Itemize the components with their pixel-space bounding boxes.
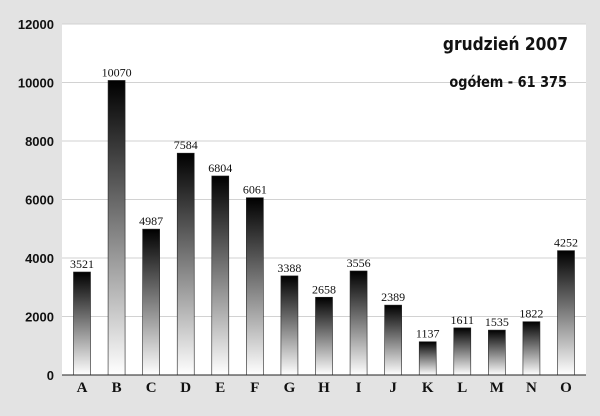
x-tick-label-M: M xyxy=(490,380,504,396)
y-tick-label: 6000 xyxy=(25,193,54,208)
y-tick-label: 0 xyxy=(47,368,54,383)
x-tick-label-J: J xyxy=(389,380,397,396)
data-label-F: 6061 xyxy=(243,183,267,197)
y-axis-tick-labels: 0 2000 4000 6000 8000 10000 12000 xyxy=(18,17,54,383)
data-labels: 3521 10070 4987 7584 6804 6061 3388 2658 3556 238… xyxy=(70,65,578,340)
x-tick-label-H: H xyxy=(318,380,330,396)
data-label-O: 4252 xyxy=(554,236,578,250)
bar-J xyxy=(384,304,402,376)
x-tick-label-L: L xyxy=(457,380,467,396)
x-tick-label-N: N xyxy=(526,380,537,396)
gridlines xyxy=(62,23,586,317)
bar-E xyxy=(211,175,230,376)
bar-L xyxy=(453,327,472,376)
y-tick-label: 8000 xyxy=(25,134,54,149)
data-label-K: 1137 xyxy=(416,327,440,341)
y-tick-label: 12000 xyxy=(18,17,54,32)
data-label-D: 7584 xyxy=(174,138,198,152)
y-tick-label: 10000 xyxy=(18,76,54,91)
data-label-L: 1611 xyxy=(451,313,475,327)
data-label-C: 4987 xyxy=(139,214,163,228)
bar-A xyxy=(73,271,91,376)
bars xyxy=(73,80,575,376)
bar-H xyxy=(315,296,333,376)
chart-title: grudzień 2007 xyxy=(442,34,568,55)
chart-subtitle: ogółem - 61 375 xyxy=(449,73,567,91)
x-axis-tick-labels: A B C D E F G H I J K L M N O xyxy=(77,380,572,396)
y-tick-label: 4000 xyxy=(25,251,54,266)
bar-B xyxy=(107,80,126,376)
x-tick-label-O: O xyxy=(560,380,572,396)
data-label-M: 1535 xyxy=(485,315,509,329)
bar-M xyxy=(488,329,506,376)
data-label-J: 2389 xyxy=(381,290,405,304)
bar-K xyxy=(418,341,437,376)
x-tick-label-A: A xyxy=(77,380,88,396)
bar-C xyxy=(142,228,160,376)
data-label-B: 10070 xyxy=(102,65,132,79)
x-tick-label-F: F xyxy=(250,380,259,396)
x-tick-label-B: B xyxy=(112,380,122,396)
x-tick-label-K: K xyxy=(422,380,434,396)
data-label-A: 3521 xyxy=(70,257,94,271)
bar-O xyxy=(557,250,575,376)
x-tick-label-E: E xyxy=(215,380,225,396)
data-label-I: 3556 xyxy=(347,256,371,270)
x-tick-label-I: I xyxy=(356,380,362,396)
bar-G xyxy=(280,275,299,376)
x-tick-label-G: G xyxy=(284,380,296,396)
y-tick-label: 2000 xyxy=(25,310,54,325)
x-tick-label-D: D xyxy=(180,380,191,396)
bar-F xyxy=(246,197,264,376)
bar-N xyxy=(522,321,541,376)
data-label-N: 1822 xyxy=(519,307,543,321)
bar-D xyxy=(176,152,195,376)
data-label-E: 6804 xyxy=(208,161,232,175)
data-label-G: 3388 xyxy=(277,261,301,275)
x-tick-label-C: C xyxy=(146,380,157,396)
data-label-H: 2658 xyxy=(312,282,336,296)
bar-I xyxy=(349,270,368,376)
